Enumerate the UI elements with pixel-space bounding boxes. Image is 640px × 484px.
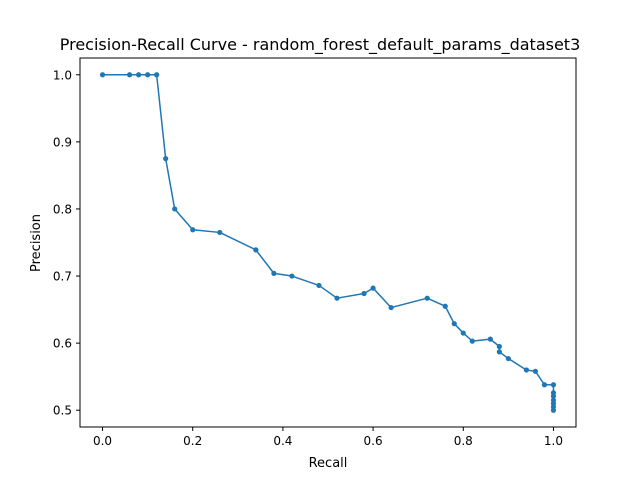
x-tick-label: 0.2 (183, 434, 202, 448)
data-point (145, 72, 151, 78)
data-point (505, 355, 511, 362)
data-point (316, 282, 322, 289)
x-axis-ticks: 0.0 0.2 0.4 0.6 0.8 1.0 (93, 427, 563, 448)
data-point (127, 72, 133, 78)
data-point (253, 247, 259, 253)
y-tick-label: 0.5 (53, 404, 72, 418)
x-tick-label: 0.0 (93, 434, 112, 448)
x-tick-label: 1.0 (544, 434, 563, 448)
series-layer (99, 72, 557, 413)
y-tick-label: 0.8 (53, 202, 72, 216)
x-tick-label: 0.4 (273, 434, 292, 448)
y-tick-label: 1.0 (53, 68, 72, 82)
data-point (388, 304, 394, 311)
data-point (541, 382, 548, 388)
data-point (271, 270, 277, 276)
data-point (370, 285, 376, 291)
data-point (289, 273, 295, 279)
data-point (523, 367, 530, 373)
data-point (550, 382, 557, 388)
plot-area: 0.0 0.2 0.4 0.6 0.8 1.0 0.5 0.6 0.7 0.8 0.9 1.0 (53, 57, 577, 448)
y-tick-label: 0.7 (53, 270, 72, 284)
x-tick-label: 0.6 (364, 434, 383, 448)
plot-frame (79, 57, 577, 428)
data-point (172, 206, 178, 212)
x-axis-label: Recall (309, 456, 348, 471)
chart-title: Precision-Recall Curve - random_forest_d… (60, 35, 581, 55)
data-point (334, 295, 340, 301)
data-point (496, 343, 502, 350)
data-point (460, 330, 466, 336)
data-point (190, 227, 196, 233)
data-point (163, 156, 169, 162)
data-point (550, 393, 557, 399)
data-point (487, 336, 493, 342)
x-tick-label: 0.8 (454, 434, 473, 448)
data-point (496, 349, 502, 355)
y-tick-label: 0.6 (53, 337, 72, 351)
data-point (451, 321, 457, 327)
data-point (550, 407, 557, 413)
data-point (532, 368, 539, 374)
data-point (424, 295, 430, 301)
data-point (469, 338, 475, 344)
data-point (99, 72, 106, 78)
data-point (217, 229, 223, 236)
data-point (136, 72, 142, 78)
y-axis-label: Precision (29, 214, 44, 272)
data-point (154, 72, 160, 78)
y-axis-ticks: 0.5 0.6 0.7 0.8 0.9 1.0 (53, 68, 80, 418)
data-point (442, 303, 448, 309)
data-point (361, 290, 367, 297)
y-tick-label: 0.9 (53, 135, 72, 149)
